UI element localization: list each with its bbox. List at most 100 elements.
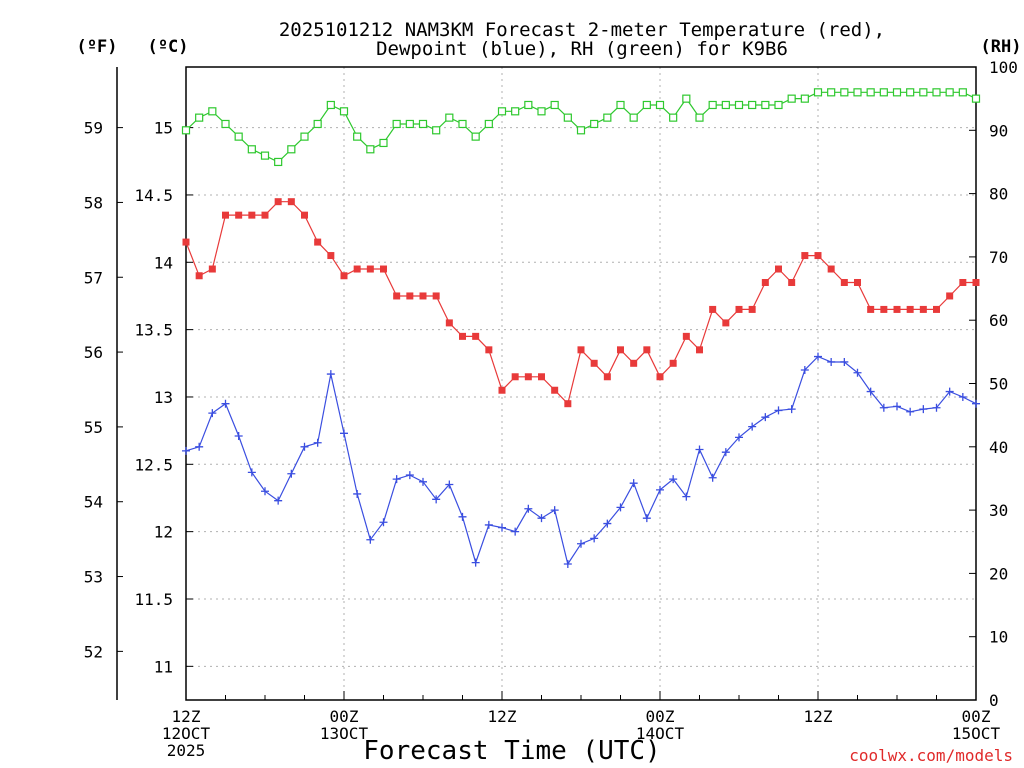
temperature-point [761, 278, 769, 286]
rh-point [695, 113, 704, 122]
rh-point [774, 100, 783, 110]
temperature-point [551, 386, 559, 394]
temperature-point [340, 272, 348, 280]
temperature-point [564, 400, 572, 408]
rh-point [274, 157, 283, 167]
dewpoint-line [185, 355, 977, 566]
rh-unit-label: (RH) [981, 37, 1022, 57]
dewpoint-point [234, 432, 243, 441]
rh-point [300, 132, 309, 141]
dewpoint-point [629, 479, 638, 488]
dewpoint-point [326, 370, 335, 379]
rh-point [590, 119, 599, 129]
dewpoint-point [616, 503, 625, 512]
fahrenheit-tick-label: 56 [84, 343, 103, 362]
temperature-point [182, 238, 190, 246]
dewpoint-point [182, 446, 190, 455]
data-series [181, 88, 981, 568]
dewpoint-point [313, 438, 322, 447]
temperature-point [485, 346, 493, 354]
temperature-point [511, 373, 519, 381]
rh-point [484, 119, 493, 129]
celsius-tick-label: 14.5 [134, 186, 173, 205]
fahrenheit-tick-label: 58 [84, 193, 103, 212]
dewpoint-point [274, 496, 283, 505]
temperature-point [195, 272, 203, 280]
rh-point [497, 107, 507, 116]
temperature-point [261, 211, 269, 219]
dewpoint-point [419, 477, 427, 486]
x-tick-label: 2025 [167, 741, 206, 760]
fahrenheit-tick-label: 57 [84, 268, 103, 287]
dewpoint-point [972, 399, 980, 408]
temperature-point [577, 346, 585, 354]
temperature-point [656, 373, 664, 381]
dewpoint-point [932, 403, 941, 412]
celsius-tick-label: 11.5 [134, 590, 173, 609]
rh-point [971, 94, 981, 103]
rh-point [366, 145, 375, 154]
temperature-point [906, 305, 914, 313]
rh-point [260, 151, 270, 160]
dewpoint-point [642, 514, 651, 523]
temperature-point [222, 211, 229, 219]
dewpoint-point [524, 504, 533, 513]
rh-point [958, 88, 967, 97]
temperature-point [459, 332, 466, 340]
rh-tick-label: 50 [989, 375, 1008, 394]
rh-point [840, 88, 849, 97]
rh-point [339, 107, 349, 116]
dewpoint-point [906, 407, 915, 416]
rh-point [734, 100, 744, 110]
temperature-point [972, 278, 980, 286]
rh-point [721, 100, 730, 110]
rh-point [181, 126, 191, 135]
dewpoint-point [958, 392, 967, 401]
rh-point [669, 113, 678, 122]
rh-point [642, 100, 651, 110]
dewpoint-point [484, 520, 493, 529]
dewpoint-point [774, 406, 783, 415]
temperature-point [617, 346, 624, 354]
dewpoint-point [261, 487, 269, 496]
x-tick-label: 12Z [172, 707, 201, 726]
rh-point [682, 94, 691, 103]
plot-frame [185, 66, 977, 701]
fahrenheit-tick-label: 54 [84, 493, 103, 512]
dewpoint-point [208, 409, 217, 418]
dewpoint-point [340, 429, 348, 438]
rh-point [708, 100, 717, 110]
celsius-tick-label: 12 [154, 523, 173, 542]
rh-point [537, 107, 546, 116]
rh-point [576, 126, 586, 135]
celsius-unit-label: (ºC) [148, 37, 189, 57]
temperature-point [538, 373, 545, 381]
temperature-point [524, 373, 532, 381]
temperature-point [788, 278, 796, 286]
rh-point [748, 100, 757, 110]
rh-point [418, 119, 428, 129]
dewpoint-point [840, 357, 849, 366]
rh-tick-label: 80 [989, 185, 1008, 204]
dewpoint-point [471, 558, 480, 567]
rh-tick-label: 60 [989, 311, 1008, 330]
temperature-point [959, 278, 967, 286]
temperature-point [814, 252, 822, 260]
temperature-point [643, 346, 651, 354]
dewpoint-point [669, 475, 678, 484]
rh-point [471, 132, 480, 141]
dewpoint-point [287, 469, 296, 478]
celsius-tick-label: 13.5 [134, 321, 173, 340]
dewpoint-point [353, 489, 362, 498]
rh-point [892, 88, 902, 97]
dewpoint-point [827, 357, 836, 366]
dewpoint-point [695, 445, 704, 454]
temperature-point [893, 305, 901, 313]
temperature-point [854, 278, 861, 286]
rh-tick-label: 70 [989, 248, 1008, 267]
temperature-point [775, 265, 782, 273]
fahrenheit-tick-label: 59 [84, 119, 103, 138]
rh-point [379, 138, 388, 148]
tick-labels: 11 11.5 12 12.5 13 13.5 14 14.5 15 52 53 54 55 56 57 58… [84, 58, 1018, 760]
dewpoint-point [787, 405, 796, 414]
